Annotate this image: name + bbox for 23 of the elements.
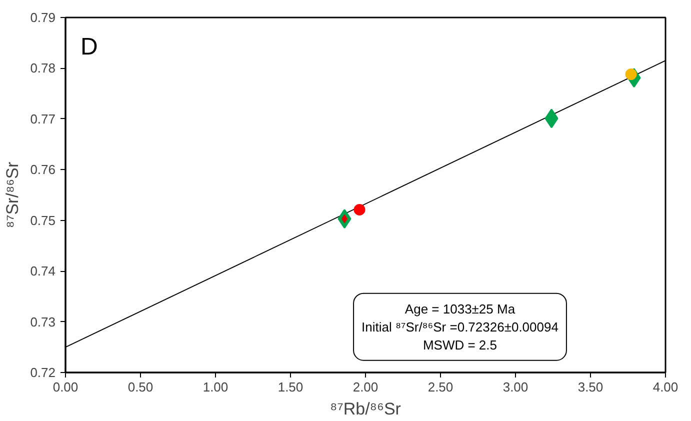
y-tick-label: 0.73 <box>30 314 56 330</box>
x-tick-label: 2.50 <box>428 380 454 394</box>
annotation: D <box>80 34 98 61</box>
y-tick-label: 0.75 <box>30 212 56 228</box>
annotation: Initial ⁸⁷Sr/⁸⁶Sr =0.72326±0.00094 <box>362 319 558 334</box>
y-tick-label: 0.72 <box>30 365 56 380</box>
x-tick-label: 4.00 <box>652 380 678 394</box>
y-tick-label: 0.76 <box>30 162 56 178</box>
x-axis-title: ⁸⁷Rb/⁸⁶Sr <box>330 400 402 418</box>
x-tick-label: 1.00 <box>202 380 228 394</box>
y-tick-label: 0.78 <box>30 60 56 76</box>
x-tick-label: 2.00 <box>352 380 378 394</box>
annotation: MSWD = 2.5 <box>422 337 498 352</box>
y-tick-label: 0.79 <box>30 10 56 25</box>
x-tick-label: 3.00 <box>502 380 528 394</box>
y-tick-label: 0.77 <box>30 111 56 126</box>
x-tick-label: 0.50 <box>128 380 154 394</box>
annotation: Age = 1033±25 Ma <box>404 301 516 316</box>
y-tick-label: 0.74 <box>30 264 56 279</box>
x-tick-label: 1.50 <box>278 380 304 394</box>
y-axis-title: ⁸⁷Sr/⁸⁶Sr <box>3 162 22 228</box>
x-tick-label: 0.00 <box>52 380 78 394</box>
x-tick-label: 3.50 <box>578 380 604 394</box>
